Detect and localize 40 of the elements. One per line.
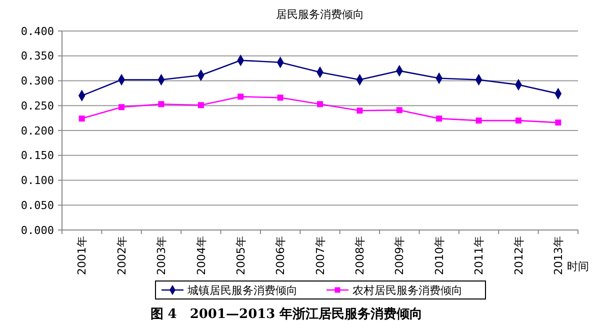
- x-tick-label: 2002年: [115, 236, 128, 275]
- x-tick-label: 2009年: [393, 236, 406, 275]
- point: [78, 116, 85, 122]
- point: [198, 102, 204, 108]
- point: [158, 101, 164, 108]
- point: [555, 120, 562, 126]
- y-tick-label: 0.200: [20, 124, 54, 138]
- y-tick-label: 0.000: [20, 224, 54, 237]
- x-tick-label: 2010年: [432, 236, 446, 275]
- x-axis-title: 时间: [567, 260, 589, 273]
- legend-label: 农村居民服务消费倾向: [352, 284, 462, 297]
- legend-label: 城镇居民服务消费倾向: [186, 284, 298, 297]
- x-tick-label: 2007年: [314, 236, 327, 275]
- point: [396, 107, 402, 114]
- y-tick-label: 0.350: [20, 50, 54, 63]
- y-tick-label: 0.400: [20, 24, 54, 38]
- chart-title: 居民服务消费倾向: [276, 8, 364, 21]
- x-tick-label: 2001年: [76, 236, 89, 275]
- y-tick-label: 0.150: [20, 149, 54, 162]
- point: [118, 104, 125, 110]
- point: [317, 101, 323, 108]
- point: [436, 116, 442, 122]
- x-tick-label: 2011年: [472, 236, 486, 275]
- point: [476, 118, 482, 124]
- x-tick-label: 2006年: [274, 236, 288, 275]
- x-tick-label: 2008年: [354, 236, 367, 275]
- y-tick-label: 0.300: [20, 74, 54, 88]
- point: [515, 118, 522, 124]
- y-tick-label: 0.100: [20, 174, 54, 188]
- x-tick-label: 2005年: [234, 236, 248, 275]
- y-tick-label: 0.250: [20, 99, 54, 112]
- y-tick-label: 0.050: [20, 198, 54, 212]
- x-tick-label: 2004年: [194, 236, 208, 275]
- x-tick-label: 2012年: [512, 236, 526, 275]
- point: [277, 94, 284, 101]
- x-tick-label: 2003年: [155, 236, 168, 275]
- point: [238, 94, 244, 100]
- x-tick-label: 2013年: [552, 236, 566, 275]
- point: [356, 108, 363, 114]
- caption: 图 4 2001—2013 年浙江居民服务消费倾向: [150, 307, 423, 322]
